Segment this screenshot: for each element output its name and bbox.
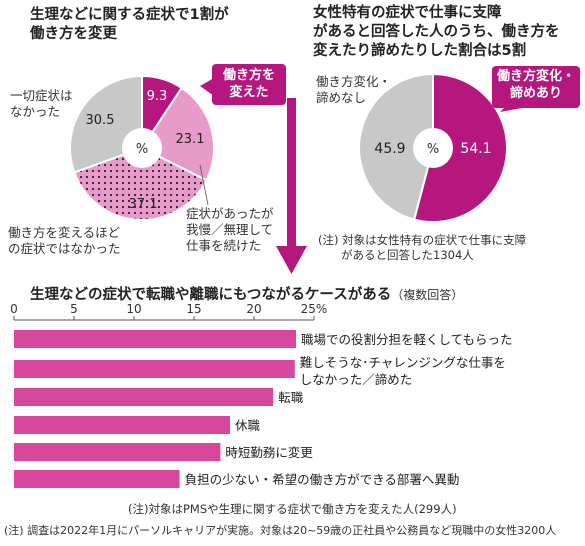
bar-title-row: 生理などの症状で転職や離職にもつながるケースがある（複数回答）	[30, 284, 463, 305]
pie1-label-not-severe: 働き方を変えるほど の症状ではなかった	[8, 225, 121, 256]
bar-subtitle: （複数回答）	[391, 288, 464, 302]
bar-5	[14, 470, 180, 488]
pie1-value-3: 30.5	[86, 113, 115, 128]
pie2-value-0: 54.1	[460, 141, 491, 157]
pie2-chart: % 54.1 45.9	[358, 72, 522, 223]
pie2-label-nochange: 働き方変化・ 諦めなし	[316, 74, 392, 105]
bar-category-label: 負担の少ない・希望の働き方ができる部署へ異動	[185, 472, 460, 487]
pie2-title: 女性特有の症状で仕事に支障 があると回答した人のうち、働き方を 変えたり諦めたり…	[313, 5, 560, 59]
pie-slice-2	[72, 146, 208, 221]
pie1-chart: % 9.3 23.1 37.1 30.5	[69, 74, 215, 221]
bar-category-label: 難しそうな･チャレンジングな仕事をしなかった／諦めた	[300, 355, 506, 387]
pie2-note: (注) 対象は女性特有の症状で仕事に支障 があると回答した1304人	[318, 233, 527, 262]
pie1-title: 生理などに関する症状で1割が 働き方を変更	[30, 7, 229, 42]
footer-note: (注) 調査は2022年1月にパーソルキャリアが実施。対象は20~59歳の正社員…	[4, 524, 557, 537]
bar-chart: 0 5 10 15 20 25% 職場での役割分担を軽くしてもらった難しそうな･チャレンジ…	[10, 302, 513, 488]
bar-title: 生理などの症状で転職や離職にもつながるケースがある	[30, 287, 392, 303]
bar-tick-label: 15	[186, 302, 201, 316]
pie1-value-1: 23.1	[176, 132, 205, 147]
bar-note: (注)対象はPMSや生理に関する症状で働き方を変えた人(299人)	[128, 502, 457, 516]
bar-tick-label: 10	[126, 302, 141, 316]
pie2-center-label: %	[427, 142, 439, 157]
bar-tick-label: 25%	[301, 302, 328, 316]
bar-3	[14, 416, 230, 434]
pie1-center-label: %	[136, 142, 148, 157]
pie-slice-1	[358, 72, 434, 221]
down-arrow-icon	[276, 98, 307, 274]
pie1-value-2: 37.1	[129, 197, 158, 212]
bar-tick-label: 0	[10, 302, 18, 316]
pie-slice-0	[412, 72, 508, 223]
bar-tick-label: 5	[70, 302, 78, 316]
pie1-value-0: 9.3	[147, 89, 168, 104]
bar-category-label: 職場での役割分担を軽くしてもらった	[301, 332, 513, 347]
pie2-callout-changed: 働き方変化・ 諦めあり	[492, 66, 580, 108]
bar-category-label: 転職	[278, 390, 304, 405]
bar-tick-label: 20	[246, 302, 261, 316]
pie-slice-1	[140, 86, 215, 182]
bar-0	[14, 330, 296, 348]
pie1-callout-changed: 働き方を 変えた	[212, 64, 286, 105]
bar-2	[14, 388, 274, 406]
bar-category-label: 休職	[235, 418, 261, 433]
pie1-label-none: 一切症状は なかった	[10, 88, 73, 119]
bar-4	[14, 443, 221, 461]
pie1-label-endured: 症状があったが 我慢／無理して 仕事を続けた	[186, 206, 274, 253]
pie2-value-1: 45.9	[374, 141, 405, 157]
bar-category-label: 時短勤務に変更	[225, 445, 313, 460]
bar-1	[14, 360, 295, 378]
